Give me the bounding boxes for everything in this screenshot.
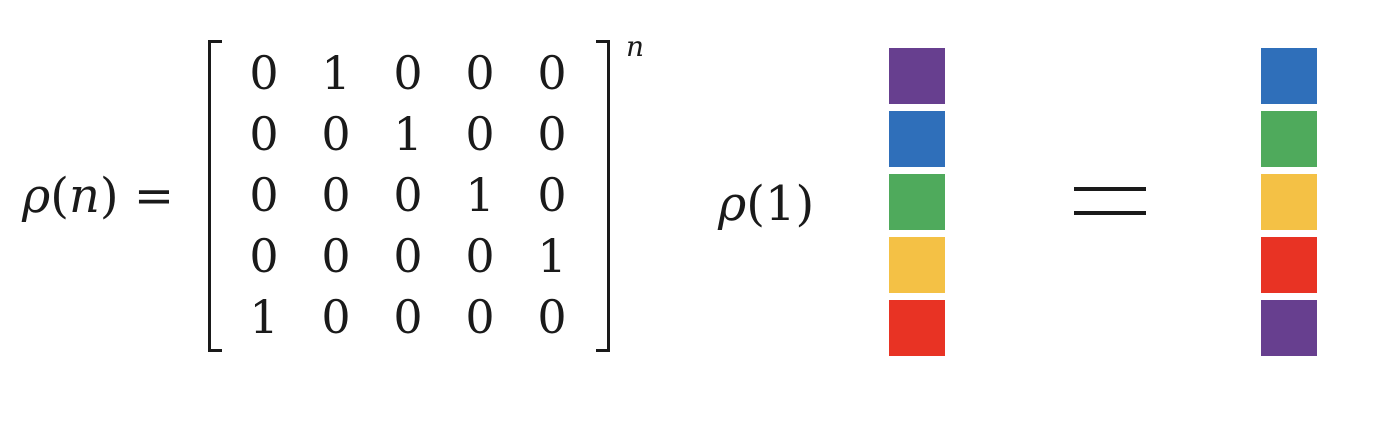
matrix-cell: 1 [465,168,495,222]
matrix-cell: 1 [393,107,423,161]
matrix-cell: 0 [321,229,351,283]
matrix-cell: 0 [321,290,351,344]
yellow-square [1261,174,1317,230]
rho-n-definition: ρ(n) = [22,166,174,226]
rho-one-label: ρ(1) [718,174,814,234]
yellow-square [889,237,945,293]
matrix-cell: 0 [321,107,351,161]
matrix-cell: 0 [249,229,279,283]
matrix-row: 0 0 1 0 0 [228,104,588,165]
matrix-cell: 0 [249,46,279,100]
matrix-cell: 0 [249,168,279,222]
matrix-cell: 0 [393,46,423,100]
equals-bar-top [1074,187,1146,191]
output-color-stack [1261,48,1317,363]
matrix-cell: 0 [537,290,567,344]
variable-n: n [68,168,100,224]
matrix-cell: 1 [249,290,279,344]
matrix-cell: 0 [537,46,567,100]
red-square [1261,237,1317,293]
matrix-row: 1 0 0 0 0 [228,287,588,348]
open-paren: ( [50,168,69,224]
rho-argument: (1) [746,176,815,232]
matrix-cell: 0 [465,46,495,100]
matrix-left-bracket [208,40,222,352]
matrix-row: 0 0 0 1 0 [228,165,588,226]
matrix-cell: 0 [465,229,495,283]
matrix-cell: 0 [465,107,495,161]
matrix-right-bracket [596,40,610,352]
matrix-cell: 1 [537,229,567,283]
input-color-stack [889,48,945,363]
red-square [889,300,945,356]
matrix-cell: 0 [321,168,351,222]
matrix-cell: 1 [321,46,351,100]
green-square [889,174,945,230]
matrix-cell: 0 [393,229,423,283]
matrix-exponent: n [626,30,645,63]
green-square [1261,111,1317,167]
matrix-cell: 0 [393,168,423,222]
blue-square [1261,48,1317,104]
purple-square [889,48,945,104]
blue-square [889,111,945,167]
matrix-cell: 0 [465,290,495,344]
equals-sign [1074,187,1146,219]
purple-square [1261,300,1317,356]
close-paren-equals: ) = [99,168,175,224]
matrix-cell: 0 [537,107,567,161]
matrix-cell: 0 [393,290,423,344]
matrix-cell: 0 [537,168,567,222]
rho-symbol: ρ [22,168,51,224]
permutation-matrix: 0 1 0 0 0 0 0 1 0 0 0 0 0 1 0 0 0 0 0 1 … [228,43,588,348]
matrix-row: 0 1 0 0 0 [228,43,588,104]
matrix-row: 0 0 0 0 1 [228,226,588,287]
matrix-cell: 0 [249,107,279,161]
equals-bar-bottom [1074,211,1146,215]
rho-symbol: ρ [718,176,747,232]
